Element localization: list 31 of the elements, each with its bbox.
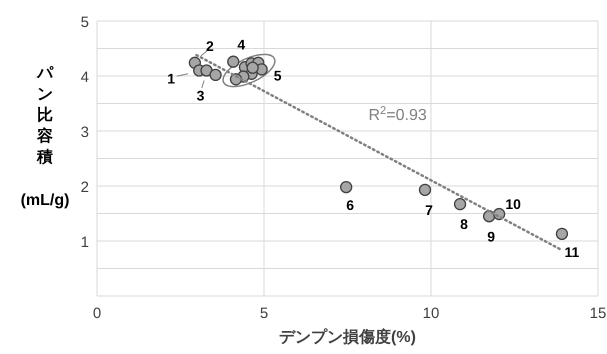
point xyxy=(556,228,568,240)
annotation: 9 xyxy=(487,228,496,244)
y-tick-label: 5 xyxy=(80,14,89,31)
annotation: 11 xyxy=(564,244,580,260)
point xyxy=(454,198,466,210)
point xyxy=(246,62,259,74)
point xyxy=(209,68,222,82)
x-tick-label: 0 xyxy=(92,305,102,322)
point xyxy=(227,56,240,68)
x-tick-label: 15 xyxy=(590,305,606,322)
x-tick-label: 10 xyxy=(422,305,440,322)
annotation: 1 xyxy=(167,70,176,86)
annotation: 8 xyxy=(460,216,468,232)
point xyxy=(200,64,213,77)
y-tick-label: 2 xyxy=(80,179,89,196)
y-tick-label: 1 xyxy=(80,234,89,251)
x-axis-title: デンプン損傷度(%) xyxy=(279,327,416,346)
x-tick-label: 5 xyxy=(260,305,268,322)
annotation: 6 xyxy=(346,197,354,214)
point xyxy=(418,184,432,196)
annotation: 3 xyxy=(196,88,205,104)
point xyxy=(340,180,352,194)
y-tick-label: 3 xyxy=(80,124,89,141)
annotation: 7 xyxy=(425,202,434,218)
annotation: 10 xyxy=(505,196,522,212)
annotation: R$^{2}$=0.93 xyxy=(368,105,427,124)
annotation: 4 xyxy=(237,36,246,53)
annotation: 5 xyxy=(274,67,282,84)
y-tick-label: 4 xyxy=(80,69,89,86)
text: パン比容積 (mL/g) xyxy=(20,65,70,209)
annotation: 2 xyxy=(206,38,214,54)
